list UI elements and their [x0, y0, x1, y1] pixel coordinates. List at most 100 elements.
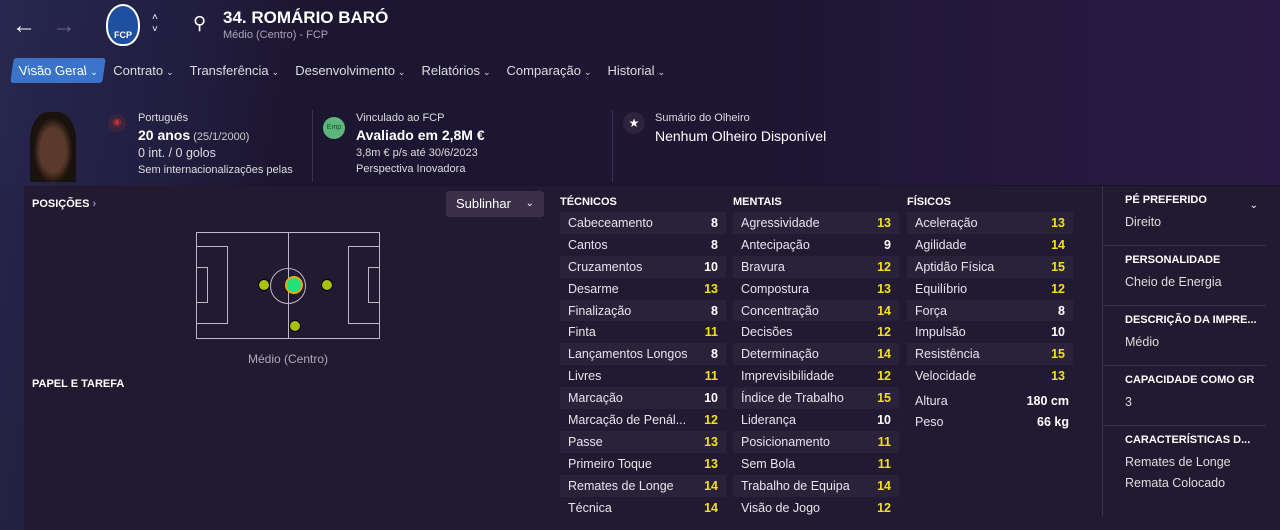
attribute-row[interactable]: Equilíbrio 12 — [907, 278, 1073, 300]
attribute-row[interactable]: Visão de Jogo 12 — [733, 497, 899, 519]
chevron-down-icon[interactable]: ⌄ — [1249, 200, 1258, 211]
side-section-value: Direito — [1125, 215, 1162, 229]
attribute-row[interactable]: Aceleração 13 — [907, 212, 1073, 234]
attribute-row[interactable]: Compostura 13 — [733, 278, 899, 300]
attribute-row[interactable]: Decisões 12 — [733, 321, 899, 343]
tab-label: Visão Geral — [17, 63, 88, 78]
chevron-down-icon: ⌄ — [271, 67, 280, 77]
attribute-row[interactable]: Passe 13 — [560, 430, 726, 453]
attribute-name: Posicionamento — [741, 434, 830, 449]
attribute-row[interactable]: Agressividade 13 — [733, 212, 899, 234]
attribute-row[interactable]: Antecipação 9 — [733, 234, 899, 256]
attribute-row[interactable]: Aptidão Física 15 — [907, 255, 1073, 278]
tab-5[interactable]: Comparação ⌄ — [500, 58, 599, 83]
caps: 0 int. / 0 golos — [138, 146, 216, 160]
attribute-row[interactable]: Livres 11 — [560, 365, 726, 387]
tab-label: Comparação — [506, 63, 581, 78]
attribute-row[interactable]: Bravura 12 — [733, 255, 899, 278]
tab-2[interactable]: Transferência ⌄ — [183, 58, 287, 83]
attribute-name: Decisões — [741, 325, 793, 340]
attribute-row[interactable]: Trabalho de Equipa 14 — [733, 474, 899, 497]
scout-label: Sumário do Olheiro — [655, 112, 750, 124]
side-section-title: DESCRIÇÃO DA IMPRE... — [1125, 314, 1257, 326]
attribute-value: 8 — [711, 215, 718, 230]
side-section-value: Remata Colocado — [1125, 476, 1226, 490]
tab-1[interactable]: Contrato ⌄ — [106, 58, 180, 83]
attribute-name: Técnica — [568, 500, 612, 515]
attribute-value: 12 — [877, 500, 891, 515]
prev-next-player-icon[interactable]: ˄ ˅ — [152, 12, 158, 35]
attribute-row[interactable]: Liderança 10 — [733, 409, 899, 431]
attribute-row[interactable]: Técnica 14 — [560, 497, 726, 519]
attribute-value: 14 — [1051, 237, 1065, 252]
attribute-value: 12 — [877, 325, 891, 340]
attribute-row[interactable]: Finta 11 — [560, 321, 726, 343]
chevron-down-icon: ⌄ — [88, 67, 98, 77]
technical-title: TÉCNICOS — [560, 196, 617, 208]
attribute-row[interactable]: Sem Bola 11 — [733, 453, 899, 475]
attribute-row[interactable]: Velocidade 13 — [907, 365, 1073, 387]
attribute-row[interactable]: Finalização 8 — [560, 299, 726, 322]
header — [0, 0, 1280, 185]
attribute-row[interactable]: Primeiro Toque 13 — [560, 453, 726, 475]
side-section: CARACTERÍSTICAS D... Remates de Longe Rema… — [1103, 426, 1266, 506]
attribute-name: Agilidade — [915, 237, 967, 252]
attribute-value: 15 — [1051, 347, 1065, 362]
attribute-row[interactable]: Agilidade 14 — [907, 234, 1073, 256]
attribute-value: 13 — [1051, 215, 1065, 230]
side-section-title: CARACTERÍSTICAS D... — [1125, 434, 1251, 446]
tab-4[interactable]: Relatórios ⌄ — [414, 58, 497, 83]
player-value: Avaliado em 2,8M € — [356, 127, 485, 143]
attribute-row[interactable]: Marcação de Penál... 12 — [560, 409, 726, 431]
attribute-value: 14 — [877, 478, 891, 493]
attribute-name: Visão de Jogo — [741, 500, 820, 515]
attribute-value: 10 — [877, 412, 891, 427]
attribute-name: Impulsão — [915, 325, 966, 340]
intl-note: Sem internacionalizações pelas — [138, 164, 293, 176]
attribute-row[interactable]: Cruzamentos 10 — [560, 255, 726, 278]
physical-attributes: Aceleração 13 Agilidade 14 Aptidão Física 15 E… — [907, 212, 1073, 387]
attribute-row[interactable]: Resistência 15 — [907, 343, 1073, 366]
attribute-name: Compostura — [741, 281, 810, 296]
attribute-value: 15 — [877, 391, 891, 406]
attribute-row[interactable]: Marcação 10 — [560, 387, 726, 410]
wage: 3,8m € p/s até 30/6/2023 — [356, 147, 478, 159]
attribute-row[interactable]: Impulsão 10 — [907, 321, 1073, 343]
attribute-row[interactable]: Força 8 — [907, 299, 1073, 322]
attribute-row[interactable]: Posicionamento 11 — [733, 430, 899, 453]
club-crest[interactable]: FCP — [106, 4, 140, 46]
side-section: CAPACIDADE COMO GR 3 — [1103, 366, 1266, 426]
attribute-row[interactable]: Lançamentos Longos 8 — [560, 343, 726, 366]
attribute-name: Desarme — [568, 281, 619, 296]
attribute-name: Força — [915, 303, 947, 318]
highlight-dropdown[interactable]: Sublinhar ⌄ — [446, 191, 544, 217]
attribute-row[interactable]: Remates de Longe 14 — [560, 474, 726, 497]
tab-3[interactable]: Desenvolvimento ⌄ — [288, 58, 412, 83]
attribute-row[interactable]: Imprevisibilidade 12 — [733, 365, 899, 387]
search-icon[interactable]: ⚲ — [193, 13, 207, 33]
attribute-value: 14 — [877, 303, 891, 318]
position-pitch — [196, 232, 380, 339]
tab-6[interactable]: Historial ⌄ — [601, 58, 673, 83]
back-arrow-icon[interactable]: ← — [12, 12, 36, 39]
attribute-row[interactable]: Determinação 14 — [733, 343, 899, 366]
tab-0[interactable]: Visão Geral⌄ — [10, 58, 106, 83]
attribute-row[interactable]: Cantos 8 — [560, 234, 726, 256]
attribute-value: 8 — [711, 303, 718, 318]
page-title: 34. ROMÁRIO BARÓ — [223, 8, 389, 27]
position-dot-natural — [285, 276, 303, 294]
position-dot-accomplished — [289, 320, 301, 332]
attribute-name: Aceleração — [915, 215, 978, 230]
attribute-name: Agressividade — [741, 215, 820, 230]
attribute-name: Liderança — [741, 412, 796, 427]
attribute-row[interactable]: Concentração 14 — [733, 299, 899, 322]
attribute-row[interactable]: Desarme 13 — [560, 278, 726, 300]
side-section-value: Remates de Longe — [1125, 455, 1231, 469]
positions-link[interactable]: POSIÇÕES › — [32, 198, 97, 210]
attribute-value: 8 — [711, 347, 718, 362]
attribute-row[interactable]: Índice de Trabalho 15 — [733, 387, 899, 410]
forward-arrow-icon[interactable]: → — [52, 12, 76, 39]
side-section-value: Cheio de Energia — [1125, 275, 1222, 289]
attribute-row[interactable]: Cabeceamento 8 — [560, 212, 726, 234]
height-label: Altura — [915, 393, 948, 408]
